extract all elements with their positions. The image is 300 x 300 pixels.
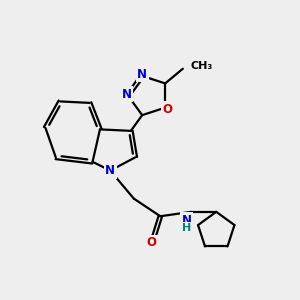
Text: N: N bbox=[182, 214, 192, 226]
Text: O: O bbox=[146, 236, 157, 249]
Text: H: H bbox=[182, 223, 191, 233]
Text: O: O bbox=[163, 103, 172, 116]
Text: N: N bbox=[137, 68, 147, 81]
Text: N: N bbox=[105, 164, 115, 177]
Text: N: N bbox=[122, 88, 131, 100]
Text: CH₃: CH₃ bbox=[190, 61, 212, 71]
